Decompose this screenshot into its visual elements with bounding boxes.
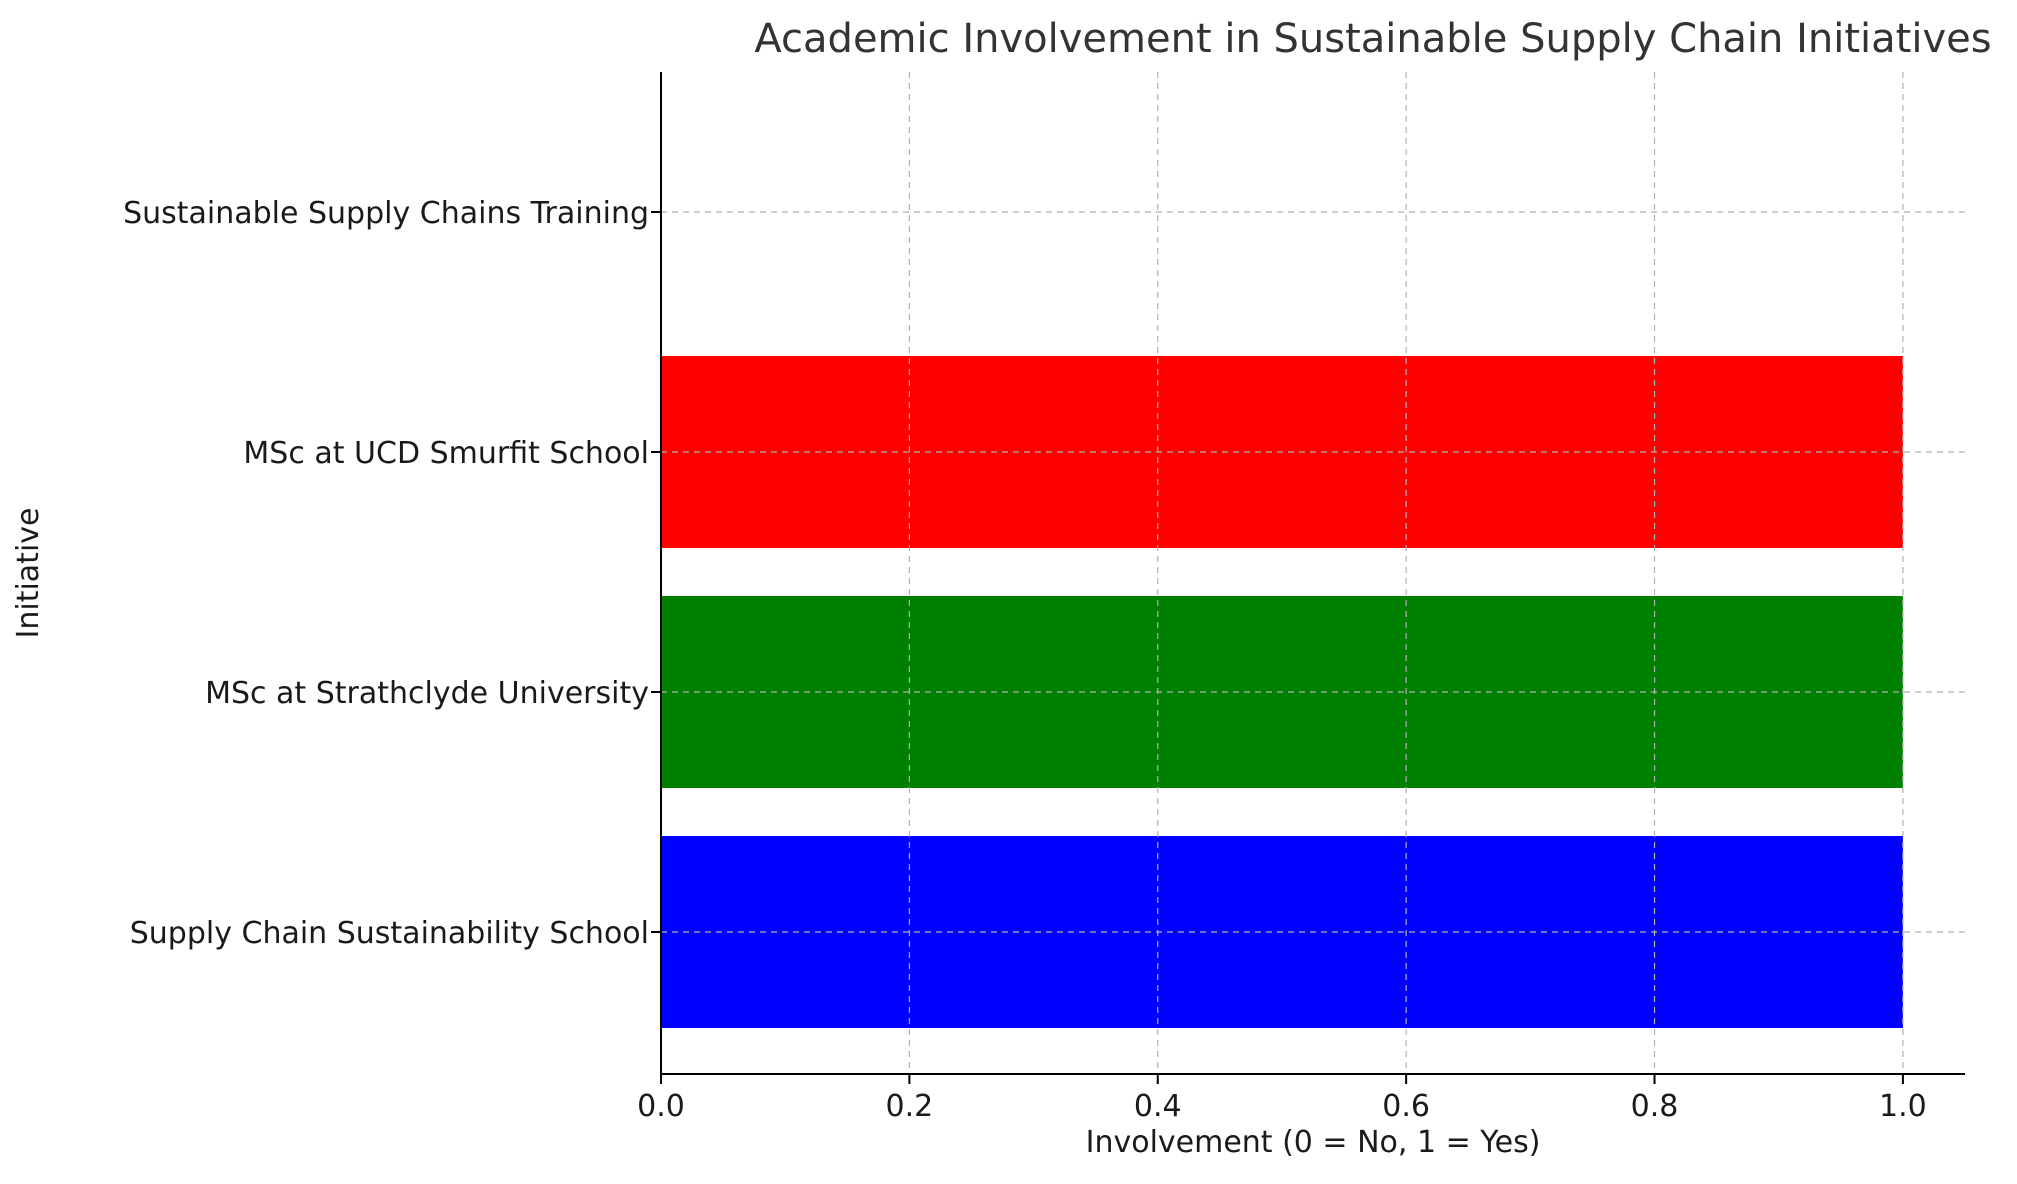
y-tick-label: MSc at Strathclyde University <box>205 676 649 711</box>
x-ticks: 0.0 0.2 0.4 0.6 0.8 1.0 <box>637 1074 1927 1124</box>
chart-title: Academic Involvement in Sustainable Supp… <box>754 16 1991 62</box>
grid <box>660 72 1965 1074</box>
y-ticks: Supply Chain Sustainability School MSc at… <box>123 196 661 951</box>
y-tick-label: Sustainable Supply Chains Training <box>123 196 649 231</box>
x-tick-label: 0.8 <box>1631 1089 1679 1124</box>
x-axis-label: Involvement (0 = No, 1 = Yes) <box>1086 1125 1541 1160</box>
y-axis-label: Initiative <box>11 508 46 639</box>
x-tick-label: 0.6 <box>1382 1089 1430 1124</box>
x-tick-label: 0.0 <box>637 1089 685 1124</box>
x-tick-label: 0.2 <box>886 1089 934 1124</box>
y-tick-label: MSc at UCD Smurfit School <box>243 436 649 471</box>
y-tick-label: Supply Chain Sustainability School <box>130 916 649 951</box>
x-tick-label: 1.0 <box>1879 1089 1927 1124</box>
x-tick-label: 0.4 <box>1134 1089 1182 1124</box>
axes <box>660 72 1965 1075</box>
